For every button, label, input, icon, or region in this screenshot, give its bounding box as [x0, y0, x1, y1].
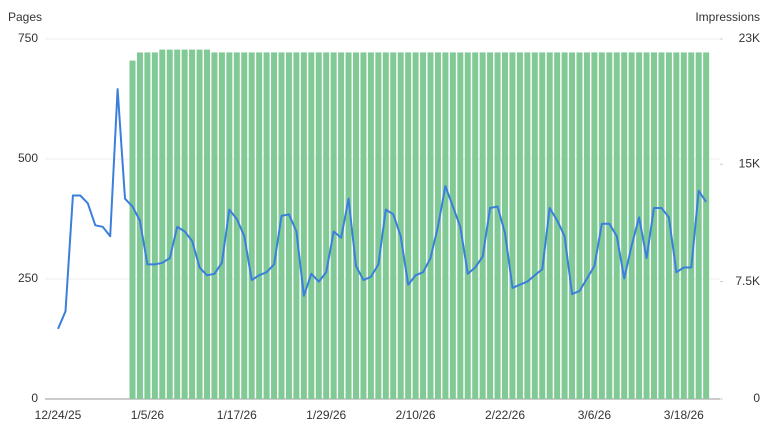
bar — [673, 52, 680, 399]
bar — [181, 49, 188, 400]
bar — [703, 52, 710, 399]
bar — [636, 52, 643, 399]
bar — [621, 52, 628, 399]
y-tick-label: 250 — [18, 271, 38, 285]
bar — [308, 52, 315, 399]
y-tick-label: 500 — [18, 151, 38, 165]
bar — [293, 52, 300, 399]
bar — [285, 52, 292, 399]
bar — [196, 49, 203, 400]
bar — [353, 52, 359, 399]
y-tick-label: 750 — [18, 31, 38, 45]
bar — [226, 52, 233, 399]
bar — [241, 52, 248, 399]
bar — [129, 60, 136, 399]
bar — [613, 52, 620, 399]
bar — [233, 52, 240, 399]
x-tick-label: 12/24/25 — [35, 408, 82, 422]
bar — [546, 52, 553, 399]
bar — [390, 52, 397, 399]
y-tick-label: 0 — [31, 391, 38, 405]
bar — [315, 52, 322, 399]
y-axis-title: Pages — [8, 10, 42, 24]
bar — [204, 49, 210, 400]
bar — [382, 52, 389, 399]
bar — [487, 52, 494, 399]
bar — [509, 52, 516, 399]
bar — [583, 52, 590, 399]
bar — [591, 52, 598, 399]
bar — [278, 52, 285, 399]
x-tick-label: 3/6/26 — [578, 408, 612, 422]
bar — [606, 52, 613, 399]
bar — [449, 52, 456, 399]
bar — [263, 52, 270, 399]
bar — [397, 52, 404, 399]
bar — [189, 49, 196, 400]
bar — [405, 52, 412, 399]
bar — [345, 52, 352, 399]
bar — [256, 52, 263, 399]
bar — [420, 52, 427, 399]
x-tick-label: 1/17/26 — [217, 408, 257, 422]
bar — [367, 52, 374, 399]
bar — [494, 52, 501, 399]
bar — [360, 52, 367, 399]
x-tick-label: 2/10/26 — [396, 408, 436, 422]
bar — [665, 52, 672, 399]
bar — [464, 52, 471, 399]
bar — [524, 52, 531, 399]
bar — [688, 52, 695, 399]
bar — [166, 49, 173, 400]
bar — [218, 52, 225, 399]
bar — [248, 52, 255, 399]
line — [57, 88, 707, 330]
y2-axis-title: Impressions — [695, 10, 760, 24]
y2-tick-label: 0 — [753, 391, 760, 405]
bar — [151, 52, 158, 399]
bar — [271, 52, 278, 399]
bar — [516, 52, 523, 399]
bar — [442, 52, 449, 399]
bar — [554, 52, 561, 399]
bar — [695, 52, 702, 399]
y2-tick-label: 7.5K — [735, 274, 760, 288]
bar — [628, 52, 635, 399]
bar — [658, 52, 665, 399]
x-tick-label: 3/18/26 — [664, 408, 704, 422]
x-tick-label: 1/5/26 — [131, 408, 165, 422]
y2-tick-label: 15K — [739, 156, 760, 170]
bar — [211, 52, 218, 399]
bar — [569, 52, 576, 399]
bar — [576, 52, 583, 399]
bar — [159, 49, 166, 400]
bar — [539, 52, 546, 399]
bar — [174, 49, 181, 400]
bar — [300, 52, 307, 399]
bar — [338, 52, 345, 399]
bar — [427, 52, 434, 399]
bar — [472, 52, 479, 399]
bar — [323, 52, 330, 399]
bar — [651, 52, 657, 399]
bar — [561, 52, 568, 399]
bar — [479, 52, 486, 399]
bar — [680, 52, 687, 399]
x-tick-label: 2/22/26 — [485, 408, 525, 422]
bar — [375, 52, 382, 399]
bar — [330, 52, 337, 399]
bar — [502, 52, 508, 399]
bar — [643, 52, 650, 399]
bar — [144, 52, 151, 399]
x-tick-label: 1/29/26 — [306, 408, 346, 422]
y2-tick-label: 23K — [739, 31, 760, 45]
bar — [412, 52, 419, 399]
bar — [531, 52, 538, 399]
